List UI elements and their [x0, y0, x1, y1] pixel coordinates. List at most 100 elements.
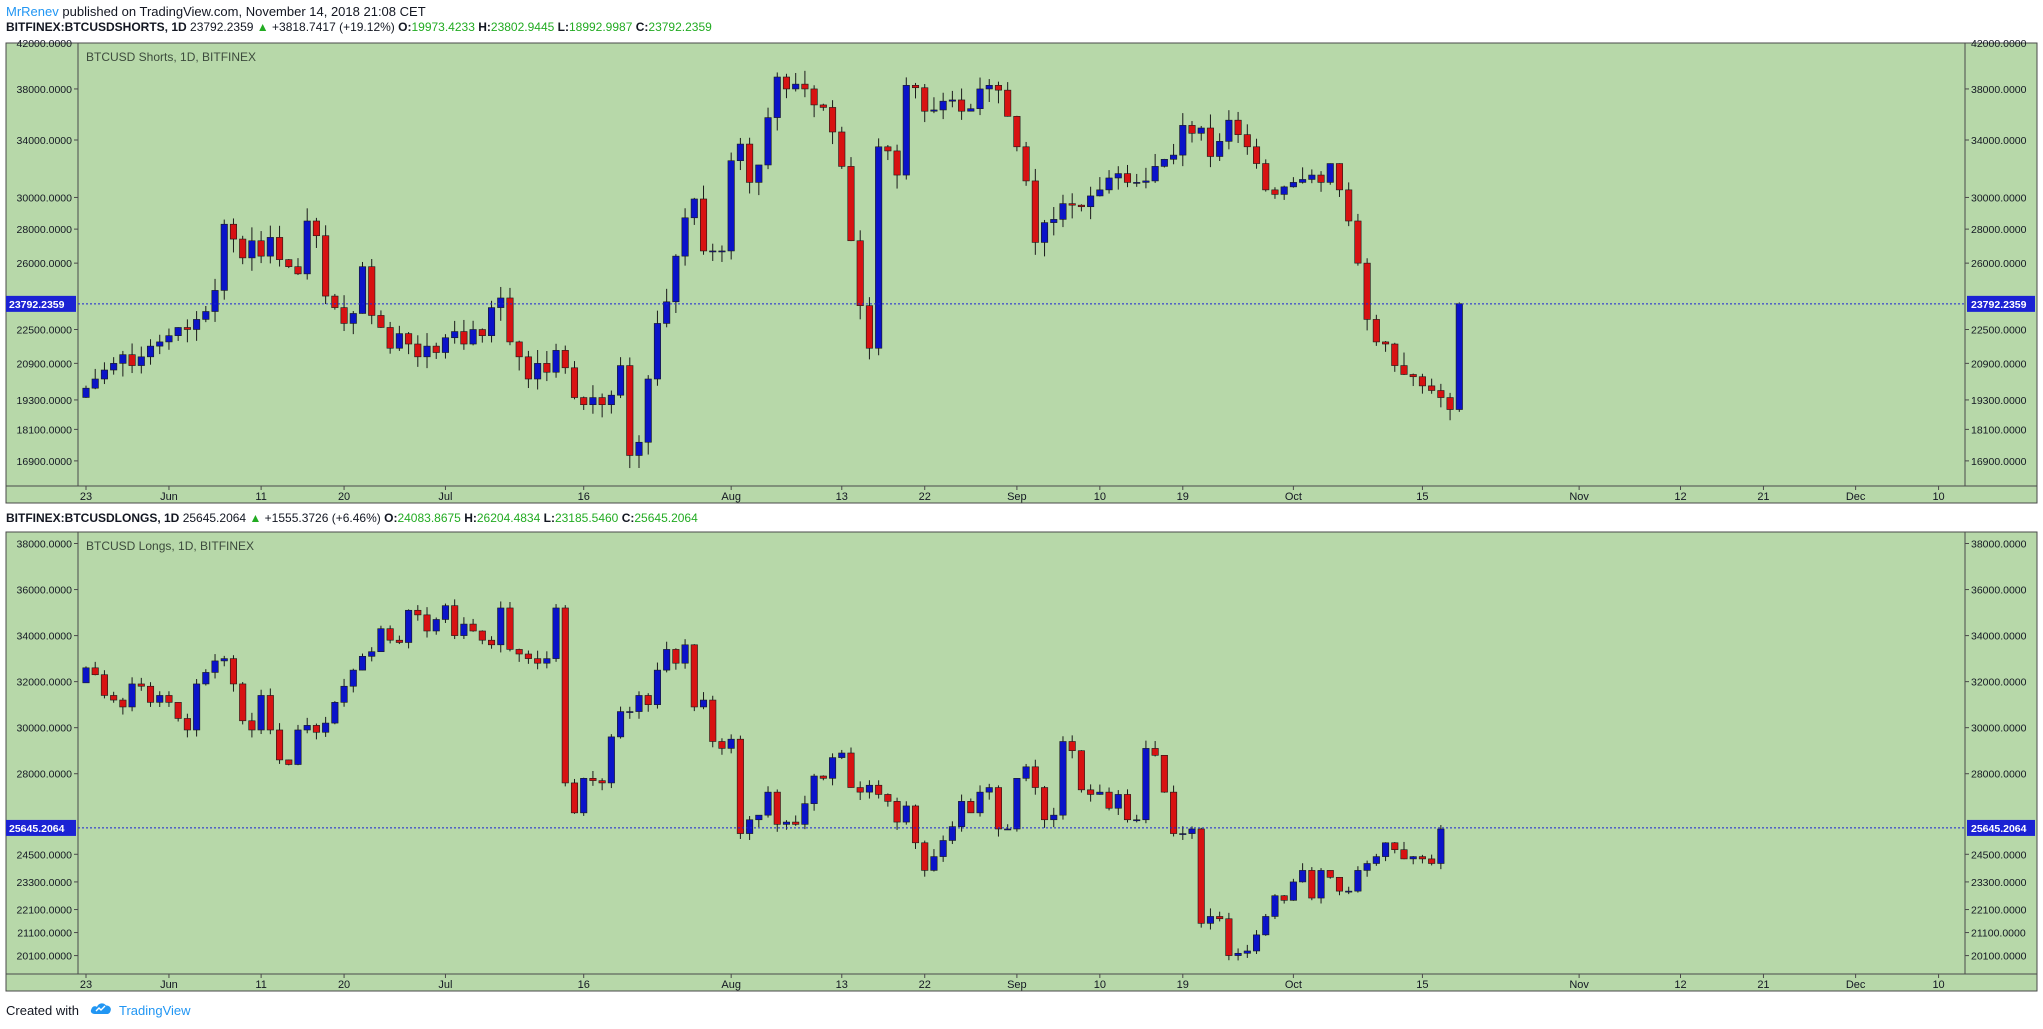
candle-up: [1299, 870, 1307, 883]
y-tick-label-right: 21100.0000: [1971, 928, 2026, 940]
y-tick-label-right: 19300.0000: [1971, 395, 2027, 407]
candle-down: [819, 104, 827, 108]
candle-down: [229, 223, 237, 240]
candle-down: [322, 235, 330, 297]
candle-up: [653, 669, 661, 705]
close-label: C:: [621, 511, 635, 525]
candle-up: [266, 237, 274, 257]
candle-up: [1096, 189, 1104, 197]
candle-up: [1317, 870, 1325, 899]
candle-up: [497, 297, 505, 308]
open-label: O:: [384, 511, 398, 525]
low-label: L:: [557, 20, 569, 34]
candle-up: [1289, 182, 1297, 188]
candle-down: [1428, 858, 1436, 864]
y-tick-label-left: 28000.0000: [17, 769, 73, 781]
candle-up: [156, 695, 164, 703]
y-tick-label-right: 28000.0000: [1971, 224, 2027, 236]
y-tick-label-left: 30000.0000: [17, 723, 73, 735]
candle-up: [653, 323, 661, 380]
candle-down: [524, 653, 532, 659]
candle-up: [764, 117, 772, 166]
candle-up: [865, 784, 873, 793]
candle-up: [1197, 127, 1205, 134]
author-link[interactable]: MrRenev: [6, 4, 59, 19]
candle-up: [617, 365, 625, 396]
candle-down: [165, 695, 173, 703]
candle-down: [515, 341, 523, 358]
tradingview-brand-link[interactable]: TradingView: [118, 1003, 191, 1018]
candle-down: [1087, 789, 1095, 795]
x-tick-label: Jul: [438, 491, 452, 503]
candle-down: [699, 198, 708, 252]
y-tick-label-left: 38000.0000: [17, 539, 73, 551]
x-tick-label: Oct: [1285, 491, 1302, 503]
candle-down: [1123, 794, 1132, 821]
candle-down: [1068, 203, 1076, 206]
longs-symbol-line: BITFINEX:BTCUSDLONGS, 1D 25645.2064 ▲ +1…: [6, 509, 698, 527]
candle-up: [1206, 916, 1214, 924]
candle-down: [1280, 895, 1288, 901]
candle-down: [570, 367, 579, 398]
candle-up: [902, 85, 910, 176]
candle-up: [607, 394, 615, 406]
candle-down: [865, 305, 873, 349]
y-tick-label-right: 42000.0000: [1971, 38, 2027, 50]
candle-down: [1271, 189, 1279, 195]
candle-up: [930, 856, 938, 871]
candle-down: [570, 782, 579, 814]
chart-pane-background: [5, 42, 2038, 504]
candle-down: [718, 741, 726, 749]
candle-up: [709, 250, 717, 253]
candle-down: [1418, 856, 1426, 860]
candle-up: [441, 605, 449, 620]
candle-up: [958, 801, 966, 827]
candle-down: [469, 623, 477, 632]
x-tick-label: 10: [1932, 979, 1944, 991]
candle-down: [1105, 791, 1113, 809]
x-tick-label: 15: [1416, 979, 1428, 991]
candle-down: [911, 805, 920, 844]
candle-up: [368, 651, 376, 657]
x-tick-label: 20: [338, 979, 350, 991]
candle-up: [1326, 163, 1334, 183]
candle-down: [174, 702, 182, 719]
candle-down: [1013, 116, 1021, 148]
candle-up: [193, 319, 201, 330]
candle-down: [377, 315, 385, 328]
candle-up: [303, 725, 311, 731]
candle-up: [1114, 794, 1122, 809]
y-tick-label-left: 20900.0000: [17, 358, 73, 370]
candle-up: [976, 791, 984, 814]
candle-down: [285, 259, 293, 267]
candle-down: [1188, 125, 1196, 134]
candle-up: [1308, 174, 1316, 180]
shorts-chart: 42000.0000 42000.0000 38000.0000 38000.0000…: [5, 38, 2038, 504]
candle-down: [91, 667, 99, 676]
candle-up: [497, 607, 505, 646]
candle-down: [856, 240, 864, 306]
x-tick-label: Sep: [1007, 491, 1027, 503]
candle-up: [1179, 125, 1187, 156]
y-tick-label-left: 24500.0000: [17, 849, 73, 861]
candle-down: [239, 683, 247, 722]
x-tick-label: 11: [255, 491, 266, 503]
candle-down: [386, 327, 394, 349]
candle-up: [1142, 180, 1150, 183]
candle-up: [534, 363, 542, 380]
candle-down: [884, 146, 892, 152]
x-tick-label: 16: [578, 491, 590, 503]
candle-up: [939, 100, 947, 111]
open-value: 24083.8675: [397, 511, 461, 525]
candle-up: [119, 354, 127, 364]
candle-down: [1225, 918, 1233, 956]
candle-up: [902, 805, 910, 823]
candle-down: [921, 842, 929, 871]
low-label: L:: [543, 511, 555, 525]
candle-up: [1188, 828, 1196, 834]
shorts-symbol-line: BITFINEX:BTCUSDSHORTS, 1D 23792.2359 ▲ +…: [6, 18, 712, 36]
candle-up: [1013, 778, 1021, 830]
candle-up: [469, 329, 477, 345]
candle-up: [681, 217, 689, 257]
